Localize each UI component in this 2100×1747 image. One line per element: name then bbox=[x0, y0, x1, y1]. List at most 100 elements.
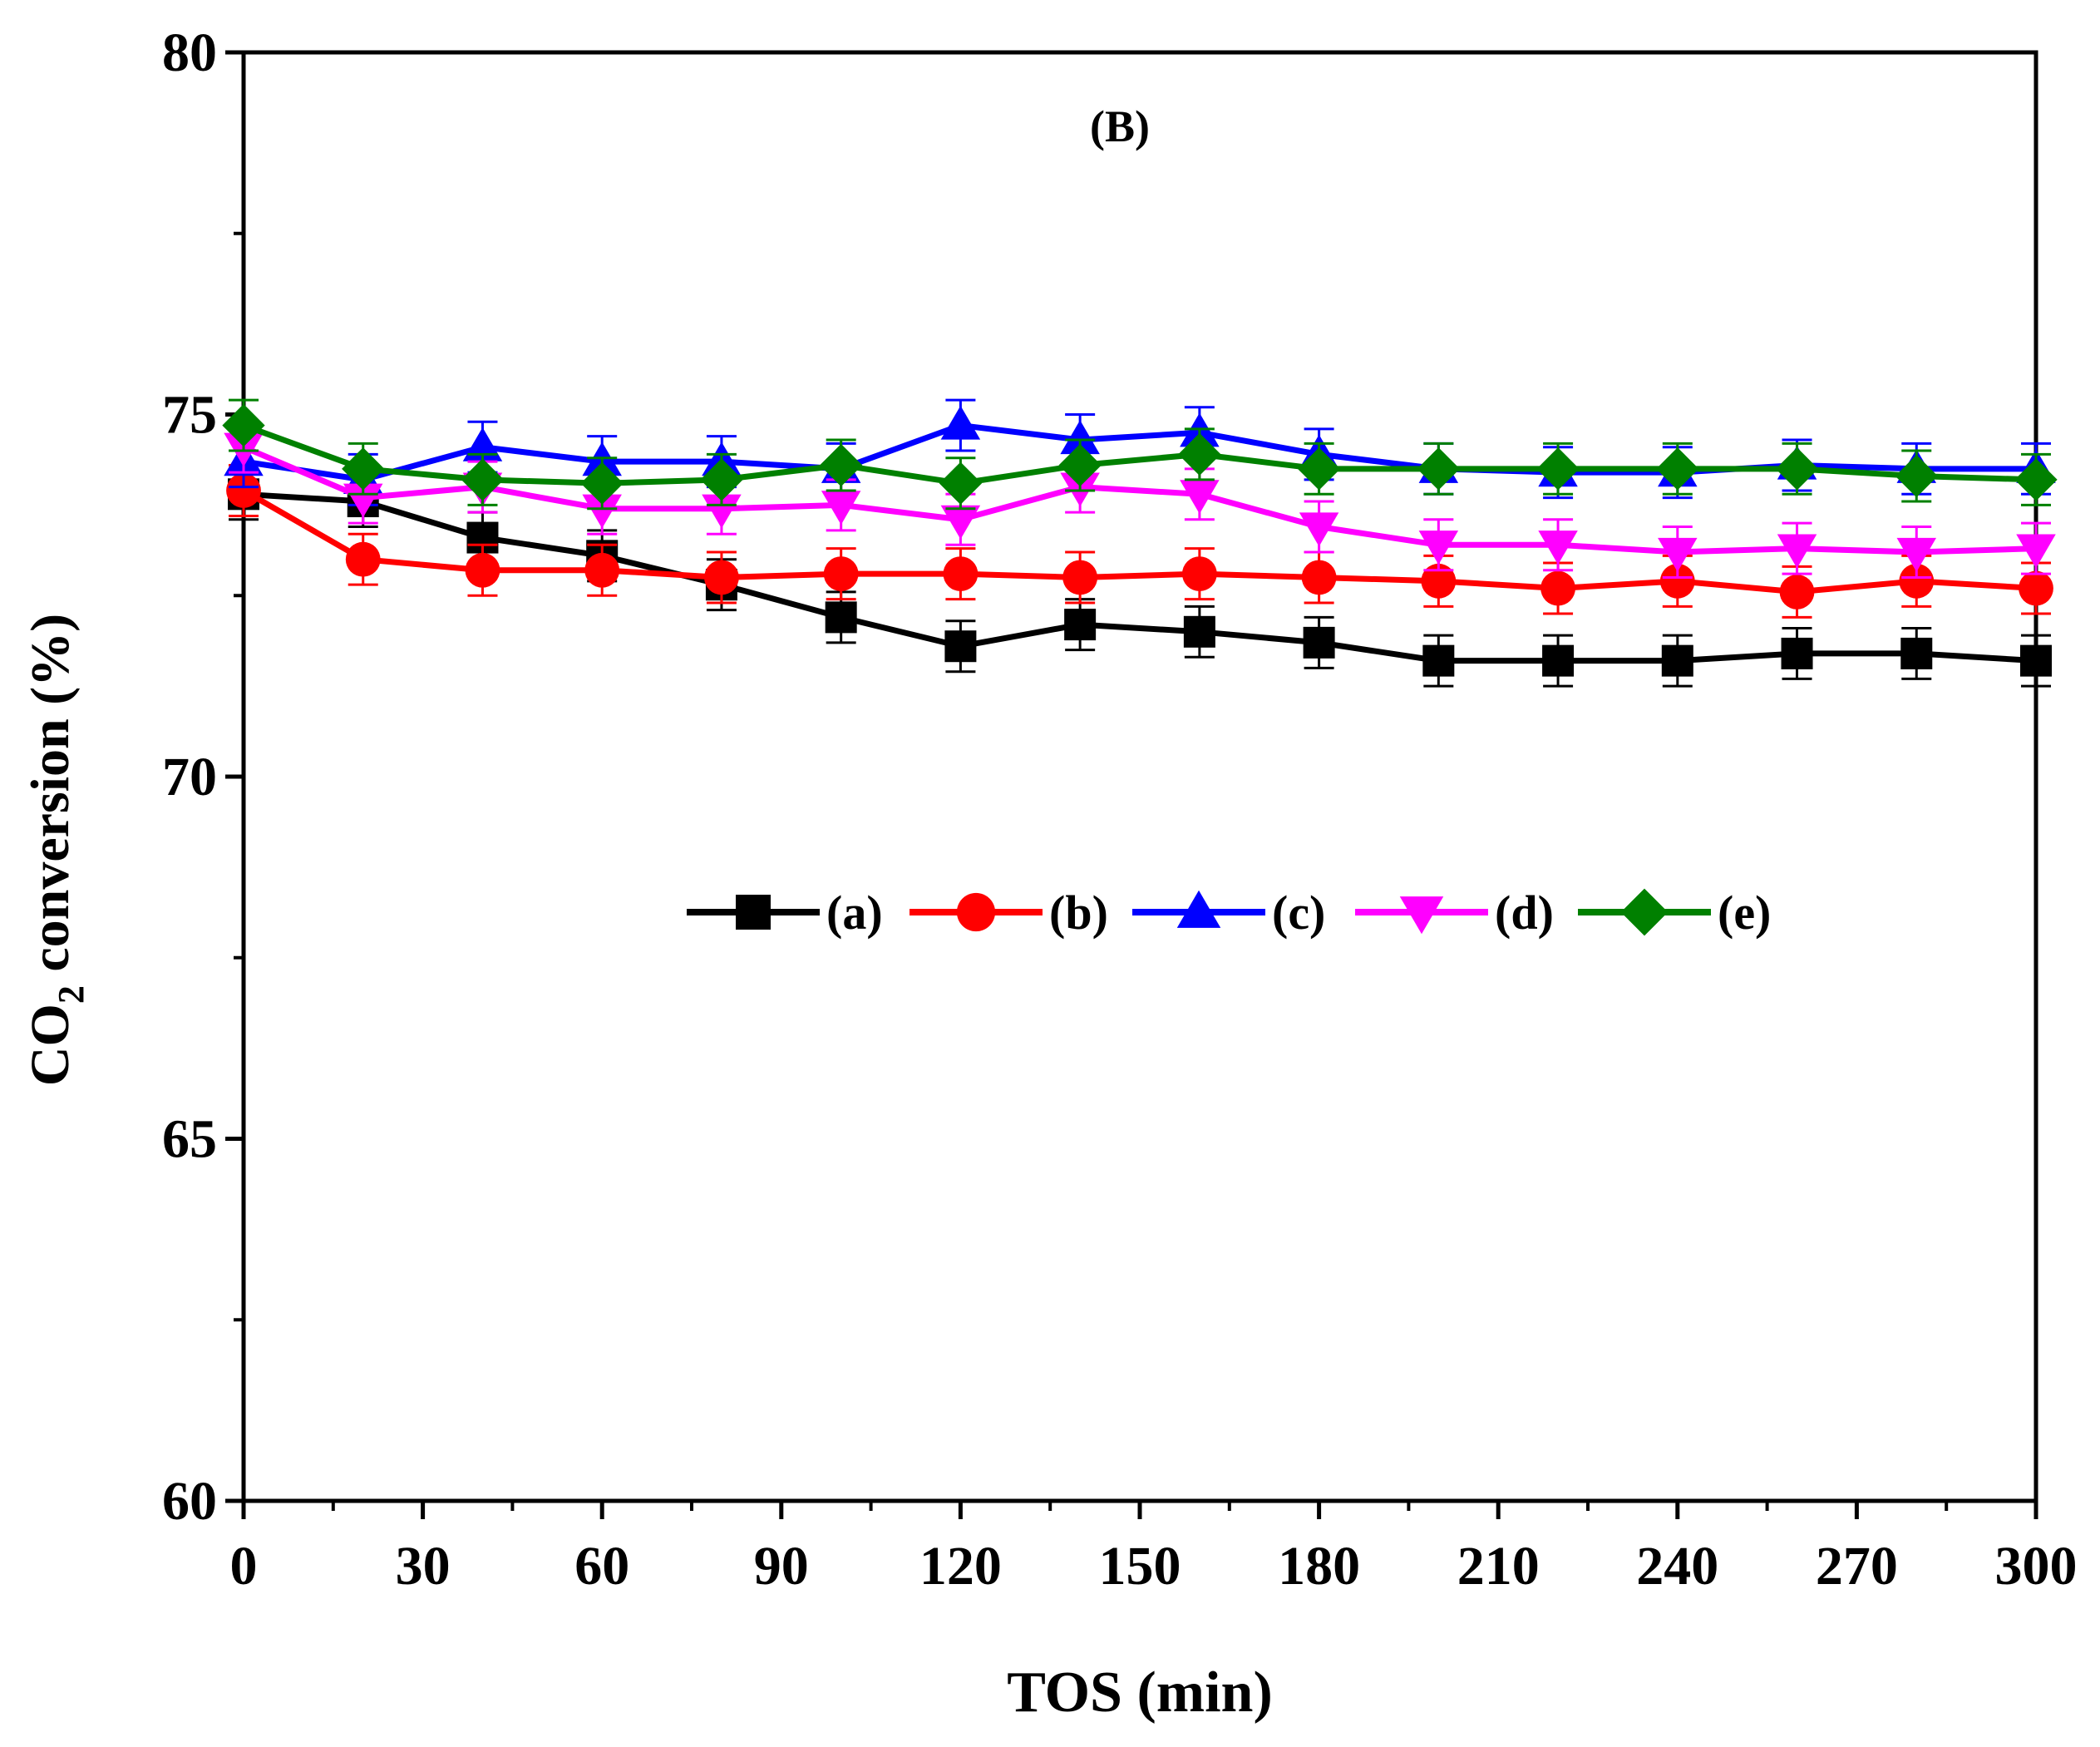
data-point bbox=[343, 483, 383, 518]
data-point bbox=[1183, 615, 1215, 648]
plot-frame bbox=[241, 50, 2038, 1503]
legend-marker bbox=[1620, 888, 1669, 936]
data-point bbox=[1060, 420, 1100, 455]
data-point bbox=[465, 552, 500, 588]
y-tick-label: 75 bbox=[162, 385, 217, 446]
data-point bbox=[940, 505, 981, 540]
legend-marker bbox=[736, 895, 771, 930]
y-axis-label-subscript: 2 bbox=[51, 985, 91, 1004]
x-tick-label: 150 bbox=[1099, 1536, 1181, 1596]
x-tick-label: 90 bbox=[754, 1536, 809, 1596]
legend-label: (b) bbox=[1049, 886, 1108, 940]
data-point bbox=[1058, 443, 1102, 487]
data-point bbox=[1781, 637, 1813, 669]
legend-entry-a: (a) bbox=[687, 886, 883, 940]
legend-marker bbox=[956, 892, 996, 932]
data-point bbox=[1297, 447, 1341, 491]
data-point bbox=[702, 494, 742, 529]
legend-label: (e) bbox=[1718, 886, 1771, 940]
data-point bbox=[1659, 563, 1695, 599]
data-point bbox=[823, 556, 859, 592]
legend-marker bbox=[1399, 896, 1444, 935]
data-point bbox=[1656, 447, 1699, 491]
data-point bbox=[462, 427, 503, 461]
legend-entry-d: (d) bbox=[1355, 886, 1554, 940]
data-point bbox=[1062, 560, 1098, 595]
y-axis-label-main: CO bbox=[20, 1004, 81, 1086]
data-point bbox=[1178, 432, 1221, 476]
data-point bbox=[582, 494, 622, 529]
data-point bbox=[1540, 570, 1575, 606]
y-tick-label: 60 bbox=[162, 1471, 217, 1532]
x-tick-label: 300 bbox=[1995, 1536, 2078, 1596]
legend-entry-b: (b) bbox=[910, 886, 1108, 940]
data-point bbox=[1900, 637, 1933, 669]
data-point bbox=[1064, 609, 1097, 641]
data-point bbox=[939, 461, 983, 505]
x-tick-label: 60 bbox=[574, 1536, 629, 1596]
legend-marker bbox=[1176, 890, 1221, 928]
data-point bbox=[1422, 644, 1455, 677]
data-point bbox=[1417, 447, 1460, 491]
data-point bbox=[1658, 537, 1698, 572]
data-point bbox=[1542, 644, 1575, 677]
y-tick-label: 80 bbox=[162, 22, 217, 83]
data-point bbox=[1299, 512, 1339, 547]
data-point bbox=[1538, 531, 1578, 565]
series-line bbox=[242, 422, 2037, 486]
legend-label: (d) bbox=[1495, 886, 1554, 940]
x-tick-label: 240 bbox=[1636, 1536, 1718, 1596]
data-point bbox=[940, 405, 981, 440]
data-point bbox=[1303, 626, 1335, 659]
legend-label: (a) bbox=[826, 886, 883, 940]
y-tick-label: 70 bbox=[162, 747, 217, 807]
data-point bbox=[1421, 563, 1457, 599]
x-tick-label: 0 bbox=[230, 1536, 258, 1596]
data-point bbox=[1896, 537, 1937, 572]
data-point bbox=[1775, 447, 1819, 491]
y-axis-label: CO2 conversion (%) bbox=[20, 614, 91, 1086]
x-tick-label: 210 bbox=[1457, 1536, 1540, 1596]
data-point bbox=[584, 552, 620, 588]
x-tick-label: 120 bbox=[919, 1536, 1002, 1596]
data-point bbox=[226, 473, 261, 508]
data-point bbox=[1536, 447, 1580, 491]
panel-label: (B) bbox=[1090, 101, 1150, 151]
y-tick-label: 65 bbox=[162, 1109, 217, 1170]
data-point bbox=[2014, 458, 2058, 501]
series-line bbox=[242, 487, 2037, 595]
data-point bbox=[222, 403, 265, 447]
data-point bbox=[944, 630, 977, 663]
x-tick-label: 270 bbox=[1816, 1536, 1898, 1596]
series-b bbox=[226, 463, 2053, 619]
data-point bbox=[2016, 534, 2056, 569]
series-line bbox=[243, 491, 2037, 664]
data-point bbox=[1895, 454, 1938, 498]
x-tick-label: 180 bbox=[1278, 1536, 1360, 1596]
data-point bbox=[1661, 644, 1693, 677]
data-point bbox=[820, 443, 863, 487]
data-point bbox=[700, 458, 743, 501]
data-point bbox=[345, 541, 381, 577]
data-point bbox=[1301, 560, 1337, 595]
data-point bbox=[342, 447, 385, 491]
data-point bbox=[1180, 480, 1220, 515]
data-point bbox=[1777, 534, 1817, 569]
legend-entry-e: (e) bbox=[1578, 886, 1771, 940]
data-point bbox=[1181, 556, 1217, 592]
data-point bbox=[825, 601, 857, 634]
x-tick-label: 30 bbox=[396, 1536, 451, 1596]
legend-entry-c: (c) bbox=[1132, 886, 1325, 940]
series-e bbox=[222, 398, 2058, 511]
data-point bbox=[580, 461, 624, 505]
data-point bbox=[1418, 531, 1459, 565]
series-line bbox=[242, 444, 2037, 555]
data-point bbox=[821, 491, 861, 526]
data-point bbox=[2020, 644, 2052, 677]
data-point bbox=[943, 556, 979, 592]
data-point bbox=[1779, 574, 1815, 609]
data-point bbox=[1899, 563, 1935, 599]
y-axis-label-rest: conversion (%) bbox=[20, 614, 81, 985]
